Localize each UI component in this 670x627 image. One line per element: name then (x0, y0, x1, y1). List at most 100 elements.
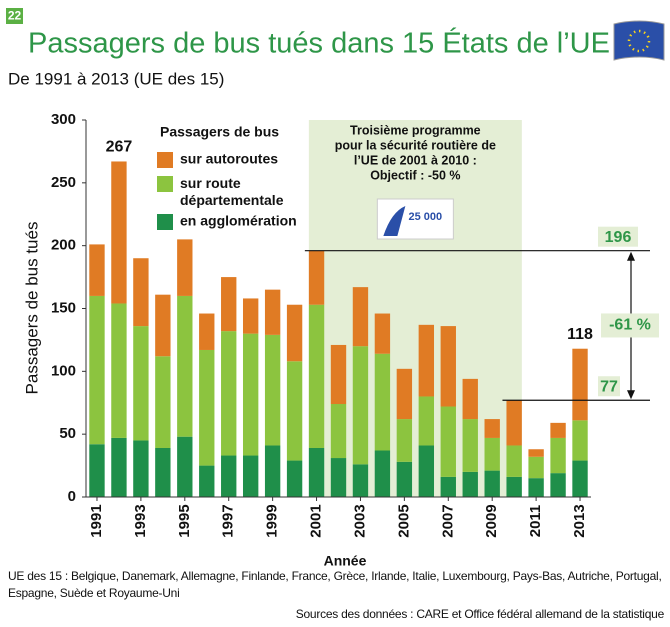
x-tick-label: 1997 (220, 504, 237, 537)
chart-subtitle: De 1991 à 2013 (UE des 15) (8, 69, 224, 88)
bar-segment (155, 447, 171, 497)
y-axis-label: Passagers de bus tués (22, 222, 41, 395)
bar-segment (484, 470, 500, 497)
bar-segment (462, 471, 478, 497)
bar-segment (221, 331, 237, 456)
bar-segment (199, 313, 215, 350)
bar-segment (528, 478, 544, 497)
y-tick-label: 200 (51, 237, 76, 254)
bar-segment (242, 298, 259, 334)
bar-segment (177, 239, 193, 296)
highlight-text: l’UE de 2001 à 2010 : (354, 153, 477, 167)
bar-segment (133, 440, 149, 497)
bar-segment (418, 324, 435, 397)
bar-segment (440, 476, 456, 497)
source: Sources des données : CARE et Office féd… (295, 607, 665, 621)
chart-title: Passagers de bus tués dans 15 États de l… (28, 27, 610, 60)
bar-segment (374, 353, 391, 451)
bar-segment (286, 304, 303, 362)
y-tick-label: 300 (51, 111, 76, 128)
reference-label-box (598, 376, 620, 397)
bar-segment (133, 258, 149, 327)
bar-segment (308, 250, 325, 305)
bar-segment (286, 460, 303, 497)
bar-segment (199, 349, 215, 466)
bar-segment (572, 348, 588, 421)
footnote: UE des 15 : Belgique, Danemark, Allemagn… (8, 569, 662, 600)
bar-segment (89, 444, 105, 497)
bar-segment (550, 473, 566, 497)
bar-segment (111, 303, 127, 438)
bar-segment (308, 304, 325, 448)
logo-mark (383, 206, 406, 236)
y-tick-label: 0 (68, 488, 76, 505)
legend-swatch (157, 152, 173, 168)
bar-segment (352, 464, 369, 497)
bar-segment (550, 437, 566, 474)
bar-segment (440, 326, 456, 407)
logo-text: 25 000 (409, 211, 443, 223)
bar-segment (462, 419, 478, 472)
legend-label: en agglomération (180, 213, 297, 229)
bar-segment (374, 450, 391, 497)
bar-segment (264, 289, 281, 335)
change-label-box (601, 313, 659, 338)
bar-segment (330, 344, 347, 405)
bar-segment (242, 333, 259, 456)
bar-segment (506, 400, 522, 446)
bar-segment (264, 334, 281, 446)
x-tick-label: 2005 (395, 504, 412, 537)
bar-segment (506, 476, 522, 497)
bar-segment (330, 404, 347, 459)
bar-segment (242, 455, 259, 497)
highlight-text: Objectif : -50 % (370, 168, 460, 182)
x-tick-label: 1999 (264, 504, 281, 537)
bar-segment (352, 346, 369, 465)
y-tick-label: 150 (51, 299, 76, 316)
bar-segment (550, 422, 566, 438)
legend-label: sur autoroutes (180, 151, 278, 167)
bar-segment (221, 277, 237, 332)
bar-segment (484, 437, 500, 471)
change-label: -61 % (609, 317, 651, 334)
eu-flag (613, 20, 665, 61)
y-tick-label: 50 (59, 425, 76, 442)
x-tick-label: 1993 (132, 504, 149, 537)
page-number: 22 (8, 9, 22, 23)
bar-segment (396, 368, 413, 420)
bar-segment (89, 244, 105, 296)
total-label: 267 (106, 139, 133, 156)
x-tick-label: 2001 (308, 504, 325, 537)
bar-segment (374, 313, 391, 354)
bar-segment (133, 326, 149, 441)
bar-segment (111, 161, 127, 304)
legend-swatch (157, 176, 173, 192)
x-tick-label: 2007 (439, 504, 456, 537)
bar-segment (528, 449, 544, 457)
bar-segment (155, 356, 171, 448)
bar-segment (572, 460, 588, 497)
bar-segment (155, 294, 171, 357)
bar-segment (264, 445, 281, 497)
reference-label: 196 (605, 229, 632, 246)
x-axis-label: Année (324, 553, 367, 569)
bar-segment (418, 396, 435, 446)
bar-segment (462, 378, 478, 420)
total-label: 118 (567, 326, 593, 343)
bar-segment (89, 295, 105, 445)
highlight-text: Troisième programme (350, 123, 481, 137)
x-tick-label: 1991 (88, 504, 105, 537)
legend-label: sur route départementale (180, 175, 284, 208)
bar-segment (177, 295, 193, 437)
bar-segment (572, 420, 588, 461)
highlight-text: pour la sécurité routière de (335, 138, 496, 152)
x-tick-label: 1995 (176, 504, 193, 537)
bar-segment (396, 419, 413, 462)
reference-label: 77 (600, 378, 618, 395)
bar-segment (484, 419, 500, 438)
legend-label-line: départementale (180, 192, 284, 208)
x-tick-label: 2009 (483, 504, 500, 537)
bar-segment (111, 437, 127, 497)
